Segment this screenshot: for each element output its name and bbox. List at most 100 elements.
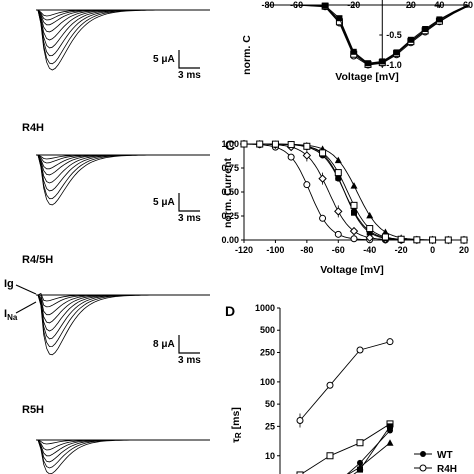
panel-label-d: D — [225, 303, 235, 319]
c-x-tick-label: 0 — [430, 245, 435, 255]
d-point — [326, 452, 334, 460]
trace-panel-title-r4h: R4H — [22, 122, 44, 134]
c-x-tick-label: -120 — [235, 245, 253, 255]
iv-series-line — [268, 4, 469, 66]
panel-d-chart: 1000 500 250 100 50 25 10 — [255, 303, 394, 474]
trace-panel-title-r45h: R4/5H — [22, 254, 53, 266]
c-fit-curve — [244, 143, 464, 241]
c-point — [381, 228, 389, 236]
iv-x-tick-label: 20 — [406, 0, 416, 10]
current-trace — [37, 439, 210, 469]
d-y-tick-label: 250 — [260, 347, 275, 357]
d-series-line — [299, 341, 391, 421]
current-trace — [37, 294, 210, 332]
d-series-line — [300, 423, 391, 474]
iv-series-line — [268, 4, 469, 65]
c-point — [319, 214, 327, 222]
current-trace — [37, 154, 210, 192]
c-point — [256, 140, 264, 148]
current-trace — [37, 9, 210, 41]
c-y-tick-label: 0.25 — [221, 211, 239, 221]
c-y-tick-label: 0.75 — [221, 163, 239, 173]
c-point — [334, 230, 342, 238]
d-point — [296, 471, 304, 474]
c-point — [334, 156, 342, 164]
c-point — [366, 211, 374, 219]
c-fit-curve — [243, 143, 464, 241]
c-x-label: Voltage [mV] — [320, 264, 383, 276]
c-point — [381, 233, 389, 241]
c-y-tick-label: 0.50 — [221, 187, 239, 197]
d-y-tick-label: 25 — [265, 421, 275, 431]
current-trace — [37, 154, 210, 170]
c-y-label: norm. Current — [222, 158, 234, 229]
c-x-tick-label: -100 — [266, 245, 284, 255]
iv-series-line — [268, 4, 469, 64]
c-point — [366, 225, 374, 233]
current-trace — [37, 9, 210, 26]
c-point — [287, 153, 295, 161]
iv-y-tick-label: -1.0 — [386, 60, 402, 70]
current-trace — [37, 439, 210, 457]
current-trace — [37, 294, 210, 316]
ig-ina-pointers — [15, 284, 37, 314]
iv-series-line — [268, 4, 469, 65]
iv-point — [365, 60, 371, 67]
c-x-tick-label: -80 — [300, 245, 313, 255]
c-point — [350, 235, 358, 243]
c-point — [302, 151, 312, 160]
c-x-tick-label: -20 — [395, 245, 408, 255]
iv-point — [336, 15, 343, 22]
scale-bar-1 — [178, 50, 200, 69]
c-point — [429, 236, 437, 244]
c-point — [350, 201, 358, 209]
label-ig: Ig — [4, 278, 14, 290]
legend-marker-wt — [420, 451, 426, 457]
d-y-tick-label: 1000 — [255, 303, 275, 313]
d-legend: WT R4H — [414, 450, 457, 474]
current-trace — [37, 294, 210, 340]
iv-y-label: norm. C — [241, 35, 253, 75]
legend-marker-r4h — [419, 464, 427, 472]
c-point — [413, 236, 421, 244]
d-point — [357, 466, 363, 473]
d-point — [357, 459, 363, 466]
current-traces-column — [36, 9, 210, 474]
c-y-tick-label: 1.00 — [221, 139, 239, 149]
scale-time-3: 3 ms — [178, 355, 201, 366]
panel-label-c: C — [225, 137, 235, 153]
c-point — [334, 169, 342, 177]
label-ina: INa — [4, 308, 18, 322]
d-point — [326, 381, 334, 389]
iv-point — [350, 48, 357, 55]
scale-current-3: 8 μA — [153, 339, 175, 350]
scale-bar-2 — [178, 193, 200, 212]
panel-c-chart: -120 -100 -80 -60 -40 -20 0 20 0.00 0.25 0.50 0.75 1… — [221, 139, 469, 255]
c-point — [334, 207, 343, 216]
c-x-tick-label: 20 — [459, 245, 469, 255]
d-point — [386, 338, 394, 346]
c-point — [365, 233, 374, 242]
c-point — [351, 209, 357, 216]
c-y-tick-label: 0.00 — [221, 235, 239, 245]
d-y-tick-label: 50 — [265, 399, 275, 409]
c-point — [319, 149, 327, 157]
c-point — [271, 140, 279, 148]
d-y-tick-label: 500 — [260, 325, 275, 335]
d-point — [296, 417, 304, 425]
iv-x-tick-label: -20 — [347, 0, 360, 10]
c-fit-curve — [244, 143, 464, 241]
c-fit-curve — [244, 143, 464, 241]
iv-point — [422, 26, 429, 32]
c-point — [350, 182, 358, 189]
c-point — [349, 226, 359, 236]
current-trace — [37, 439, 210, 474]
d-y-tick-label: 100 — [260, 377, 275, 387]
c-point — [318, 174, 327, 183]
d-y-tick-label: 10 — [265, 451, 275, 461]
current-trace — [37, 294, 210, 348]
scale-time-1: 3 ms — [178, 70, 201, 81]
iv-point — [436, 16, 443, 23]
scale-current-2: 5 μA — [153, 197, 175, 208]
